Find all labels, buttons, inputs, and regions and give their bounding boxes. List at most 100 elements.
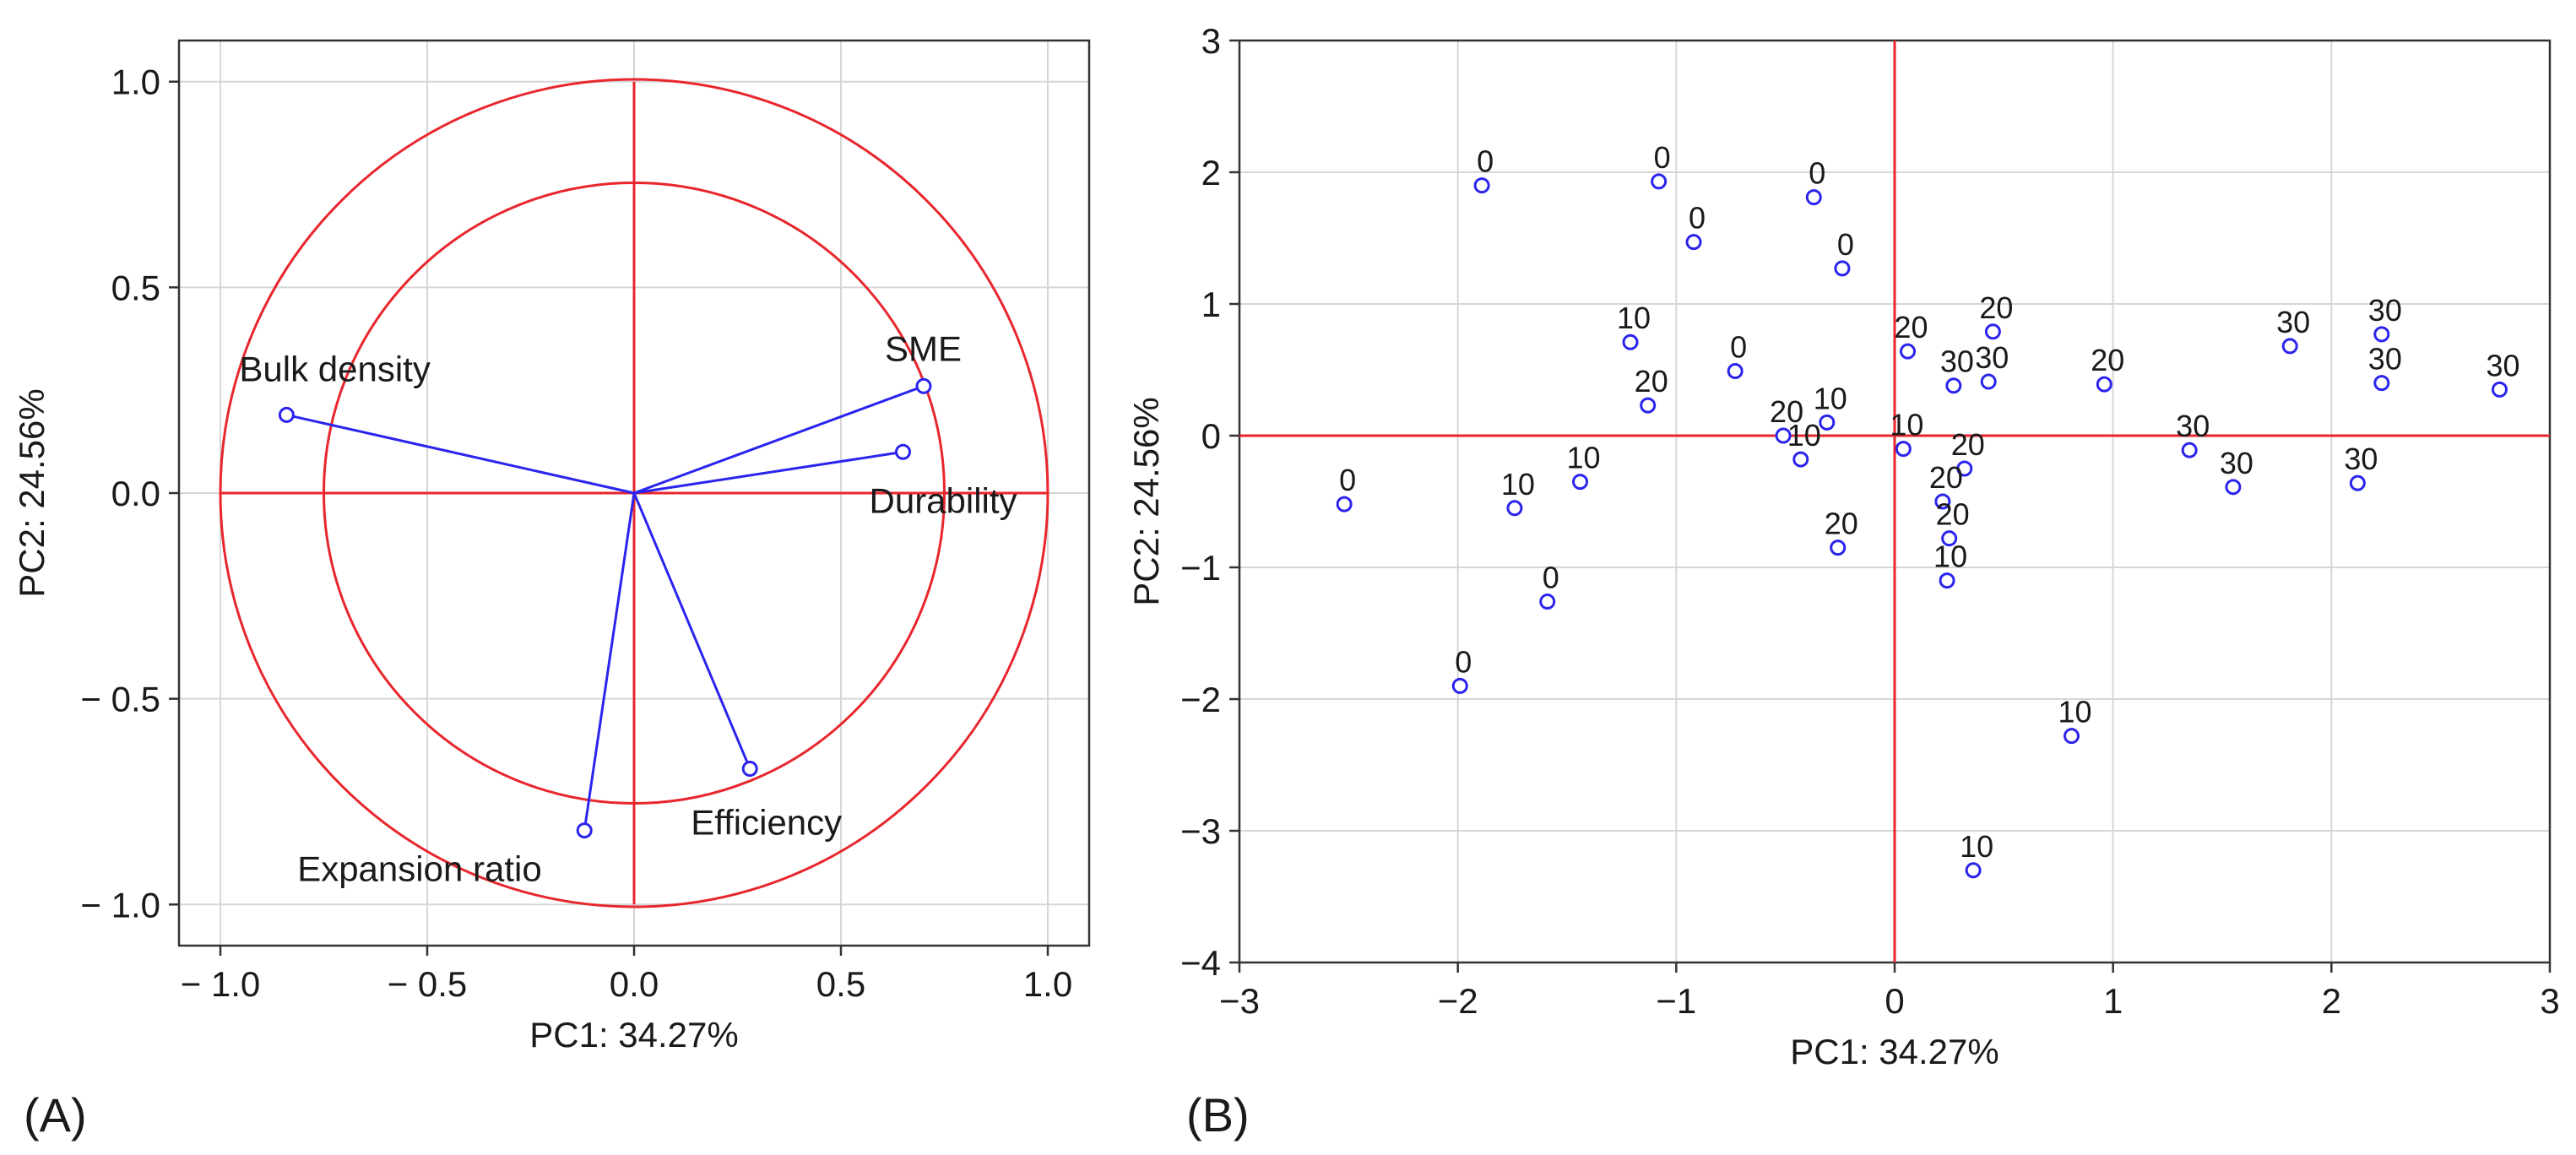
score-point	[1984, 323, 2001, 340]
point-label: 30	[2368, 293, 2402, 328]
y-tick-label: − 1.0	[80, 885, 160, 925]
x-tick-label: 2	[2322, 981, 2341, 1021]
loading-point	[576, 822, 593, 839]
score-point	[1834, 260, 1851, 277]
score-point	[2373, 326, 2390, 343]
point-label: 0	[1809, 156, 1825, 191]
point-label: 20	[1635, 364, 1668, 399]
x-tick-label: −1	[1656, 981, 1696, 1021]
score-point	[1685, 234, 1702, 251]
x-tick-label: 1	[2103, 981, 2123, 1021]
score-point	[1451, 677, 1468, 694]
score-point	[2181, 442, 2198, 458]
loading-point	[278, 406, 295, 423]
loading-vector	[286, 413, 635, 495]
point-label: 10	[1814, 381, 1847, 415]
x-tick-label: 1.0	[1023, 964, 1072, 1004]
score-point	[1622, 333, 1639, 350]
point-label: 0	[1730, 330, 1747, 365]
point-label: 0	[1543, 561, 1559, 595]
x-tick-label: − 0.5	[388, 964, 468, 1004]
x-tick-label: − 1.0	[181, 964, 261, 1004]
variable-label: Efficiency	[691, 802, 842, 842]
point-label: 0	[1837, 227, 1854, 262]
score-point	[1651, 173, 1668, 190]
point-label: 20	[1894, 310, 1928, 344]
variable-label: Durability	[870, 480, 1017, 520]
x-tick-label: 3	[2540, 981, 2559, 1021]
x-tick-label: 0	[1885, 981, 1904, 1021]
panel-label-b: (B)	[1186, 1088, 1250, 1141]
point-label: 0	[1339, 463, 1356, 497]
variable-label: Bulk density	[239, 349, 430, 388]
point-label: 10	[1890, 408, 1923, 442]
loading-vector	[583, 492, 636, 831]
correlation-circle	[323, 182, 946, 805]
variable-label: SME	[885, 328, 962, 368]
point-label: 20	[1979, 290, 2013, 325]
score-point	[1473, 177, 1490, 194]
y-tick-label: 2	[1201, 153, 1221, 192]
score-point	[2492, 381, 2508, 398]
point-label: 10	[1787, 418, 1821, 453]
point-label: 10	[2058, 695, 2091, 729]
point-label: 30	[2220, 446, 2253, 480]
y-tick-label: −1	[1180, 548, 1221, 588]
y-tick-label: 0	[1201, 416, 1221, 456]
loading-point	[915, 377, 932, 394]
loading-vector	[633, 450, 903, 495]
y-tick-label: 3	[1201, 21, 1221, 61]
point-label: 0	[1654, 140, 1671, 175]
point-label: 10	[1617, 301, 1651, 335]
score-point	[1792, 451, 1809, 468]
point-label: 20	[1936, 497, 1970, 532]
point-label: 10	[1501, 467, 1535, 502]
score-point	[1900, 343, 1917, 360]
loading-point	[741, 760, 758, 777]
point-label: 20	[1825, 507, 1858, 541]
score-point	[1805, 189, 1822, 206]
score-point	[2064, 728, 2080, 745]
point-label: 30	[2344, 442, 2378, 476]
loading-point	[895, 443, 911, 460]
point-label: 0	[1455, 644, 1472, 679]
score-point	[1945, 377, 1962, 394]
x-tick-label: −3	[1219, 981, 1260, 1021]
score-point	[1640, 397, 1657, 414]
y-tick-label: −2	[1180, 680, 1221, 719]
score-point	[1572, 474, 1589, 491]
score-point	[1727, 363, 1744, 380]
x-axis-title: PC1: 34.27%	[1790, 1032, 1999, 1071]
point-label: 0	[1689, 201, 1706, 236]
score-point	[2349, 474, 2366, 491]
point-label: 20	[1951, 427, 1985, 462]
score-point	[1819, 414, 1836, 431]
score-point	[1336, 496, 1353, 512]
x-tick-label: 0.0	[610, 964, 659, 1004]
y-tick-label: −3	[1180, 811, 1221, 851]
point-label: 30	[2368, 342, 2402, 377]
correlation-circle	[219, 78, 1049, 908]
score-point	[1939, 572, 1955, 589]
score-point	[2281, 338, 2298, 355]
point-label: 30	[2276, 305, 2310, 339]
score-point	[1830, 540, 1847, 556]
point-label: 30	[1940, 344, 1974, 379]
score-point	[2225, 479, 2242, 496]
y-tick-label: − 0.5	[80, 680, 160, 719]
point-label: 30	[1975, 340, 2009, 375]
panel-label-a: (A)	[24, 1088, 87, 1141]
y-tick-label: 0.0	[111, 474, 160, 513]
score-point	[1539, 594, 1556, 610]
point-label: 30	[2176, 409, 2210, 443]
x-tick-label: 0.5	[816, 964, 865, 1004]
score-point	[1941, 530, 1958, 547]
point-label: 20	[2091, 343, 2124, 377]
score-point	[1775, 427, 1792, 444]
score-point	[2096, 376, 2112, 393]
x-tick-label: −2	[1438, 981, 1478, 1021]
x-axis-title: PC1: 34.27%	[529, 1015, 739, 1055]
score-point	[1934, 493, 1951, 510]
